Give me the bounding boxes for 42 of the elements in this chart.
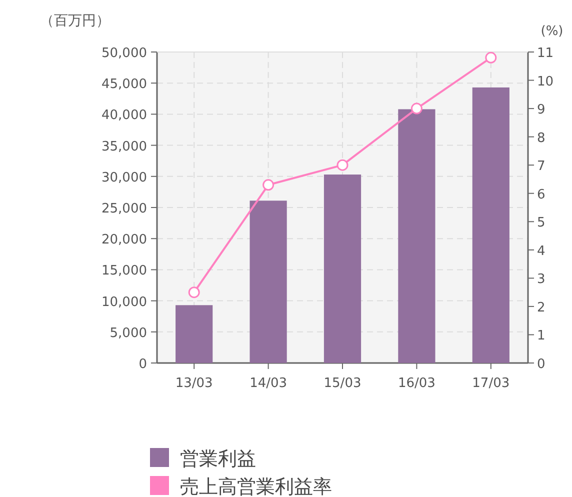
y2-tick-label: 2 <box>537 300 546 316</box>
y-axis-title: （百万円） <box>40 13 110 29</box>
x-tick-label: 17/03 <box>472 376 510 391</box>
point <box>262 179 274 191</box>
y2-tick-label: 8 <box>537 130 546 146</box>
bar <box>250 200 287 363</box>
legend-label: 売上高営業利益率 <box>180 476 332 497</box>
x-tick-label: 16/03 <box>398 376 436 391</box>
bar <box>472 87 510 363</box>
y2-tick-label: 5 <box>537 216 546 231</box>
y2-axis-title: (%) <box>540 24 564 39</box>
y2-tick-label: 3 <box>537 272 546 288</box>
y-tick-label: 25,000 <box>102 202 147 216</box>
y-tick-label: 20,000 <box>102 232 147 248</box>
y2-tick-label: 7 <box>537 159 546 174</box>
point <box>485 52 497 64</box>
point <box>410 102 422 114</box>
y2-tick-label: 1 <box>537 328 546 344</box>
bar <box>398 109 436 363</box>
bar <box>176 305 213 363</box>
y-tick-label: 15,000 <box>102 264 147 279</box>
point <box>336 159 348 171</box>
y2-tick-label: 11 <box>537 46 554 61</box>
x-tick-label: 14/03 <box>250 376 288 391</box>
y2-tick-label: 0 <box>537 357 546 372</box>
x-tick-label: 13/03 <box>175 376 213 391</box>
y2-tick-label: 10 <box>537 74 554 90</box>
y2-tick-label: 4 <box>537 244 546 259</box>
y2-tick-label: 9 <box>537 102 546 118</box>
y-tick-label: 0 <box>138 357 147 372</box>
y-tick-label: 45,000 <box>102 77 147 92</box>
legend-label: 営業利益 <box>180 448 256 470</box>
y-tick-label: 50,000 <box>102 46 147 61</box>
x-tick-label: 15/03 <box>324 376 362 391</box>
point <box>188 286 200 298</box>
y-tick-label: 10,000 <box>102 294 147 310</box>
y-tick-label: 5,000 <box>110 326 147 341</box>
y-tick-label: 35,000 <box>102 139 147 154</box>
y-tick-label: 40,000 <box>102 108 147 124</box>
bar <box>324 174 362 363</box>
y2-tick-label: 6 <box>537 187 546 202</box>
y-tick-label: 30,000 <box>102 170 147 186</box>
